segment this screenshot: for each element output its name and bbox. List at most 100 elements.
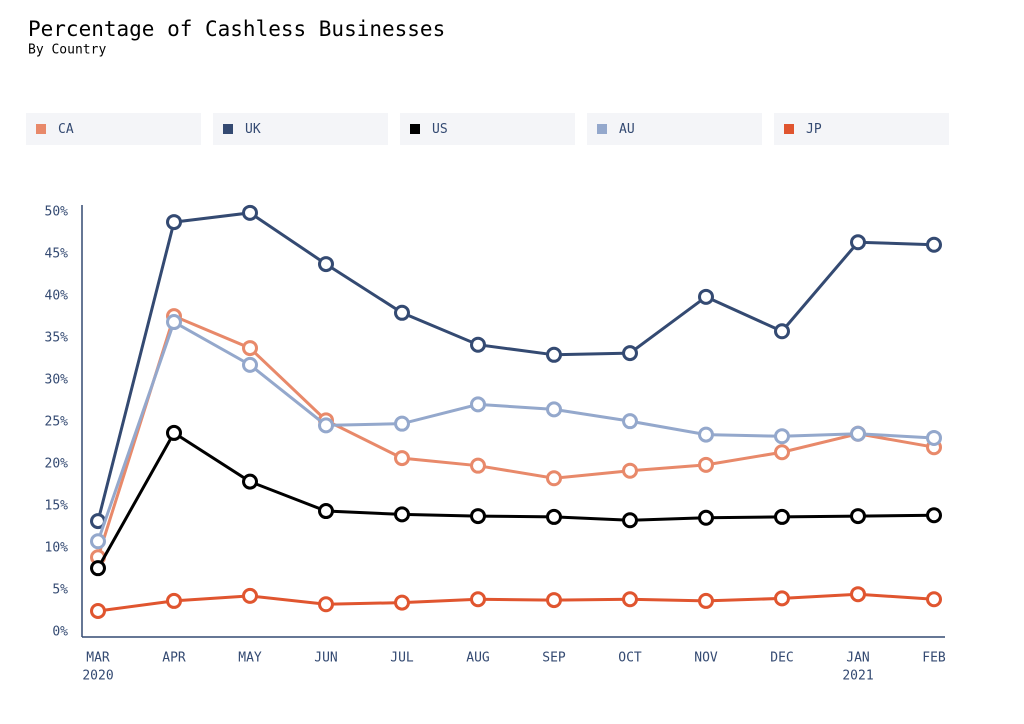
x-tick-label: OCT — [618, 651, 642, 666]
point — [622, 591, 638, 608]
legend-label: JP — [806, 122, 822, 137]
legend-label: AU — [619, 122, 635, 137]
point — [470, 591, 486, 608]
point — [622, 345, 638, 362]
legend-box — [213, 113, 388, 145]
y-tick-label: 50% — [45, 205, 69, 220]
x-tick-label: JUL — [390, 651, 414, 666]
x-tick-label: JUN — [314, 651, 337, 666]
point — [394, 450, 410, 467]
point — [850, 586, 866, 603]
point — [774, 428, 790, 445]
point — [926, 507, 942, 524]
y-tick-label: 10% — [45, 541, 69, 556]
point — [774, 590, 790, 607]
point — [546, 346, 562, 363]
x-tick-year: 2020 — [82, 669, 113, 684]
y-tick-label: 45% — [45, 247, 69, 262]
y-tick-label: 5% — [52, 583, 68, 598]
point — [850, 425, 866, 442]
point — [470, 396, 486, 413]
point — [622, 512, 638, 529]
point — [242, 473, 258, 490]
x-tick-label: APR — [162, 651, 186, 666]
point — [166, 214, 182, 231]
legend-label: CA — [58, 122, 74, 137]
y-tick-label: 30% — [45, 373, 69, 388]
point — [470, 508, 486, 525]
x-tick-label: DEC — [770, 651, 793, 666]
point — [926, 429, 942, 446]
legend-swatch — [36, 124, 46, 134]
point — [394, 506, 410, 523]
point — [166, 424, 182, 441]
point — [850, 234, 866, 251]
x-tick-label: AUG — [466, 651, 490, 666]
point — [394, 304, 410, 321]
x-tick-label: FEB — [922, 651, 946, 666]
point — [698, 592, 714, 609]
series-line — [97, 592, 935, 613]
legend-swatch — [597, 124, 607, 134]
point — [698, 509, 714, 526]
y-tick-label: 20% — [45, 457, 69, 472]
legend-swatch — [223, 124, 233, 134]
point — [90, 560, 106, 577]
point — [546, 592, 562, 609]
point — [698, 288, 714, 305]
x-tick-year: 2021 — [842, 669, 873, 684]
point — [622, 413, 638, 430]
chart-title: Percentage of Cashless Businesses — [28, 17, 445, 41]
series-line — [96, 314, 935, 558]
legend-box — [400, 113, 575, 145]
point — [318, 503, 334, 520]
y-tick-label: 15% — [45, 499, 69, 514]
series-line — [96, 211, 935, 522]
legend-box — [26, 113, 201, 145]
series-line — [96, 430, 935, 569]
series-line — [96, 319, 935, 542]
point — [318, 417, 334, 434]
point — [470, 336, 486, 353]
point — [242, 204, 258, 221]
point — [318, 596, 334, 613]
point — [774, 444, 790, 461]
point — [926, 591, 942, 608]
point — [166, 314, 182, 331]
point — [394, 415, 410, 432]
point — [166, 592, 182, 609]
legend-box — [774, 113, 949, 145]
point — [242, 356, 258, 373]
x-tick-label: JAN — [846, 651, 869, 666]
point — [470, 457, 486, 474]
point — [546, 470, 562, 487]
point — [850, 508, 866, 525]
legend-label: UK — [245, 122, 261, 137]
point — [318, 256, 334, 273]
legend-swatch — [784, 124, 794, 134]
point — [774, 508, 790, 525]
point — [698, 426, 714, 443]
x-tick-label: MAY — [238, 651, 262, 666]
y-tick-label: 0% — [52, 625, 68, 640]
point — [242, 340, 258, 357]
legend-swatch — [410, 124, 420, 134]
x-tick-label: MAR — [86, 651, 110, 666]
chart-subtitle: By Country — [28, 43, 106, 58]
point — [774, 323, 790, 340]
point — [698, 456, 714, 473]
point — [546, 508, 562, 525]
point — [546, 401, 562, 418]
point — [90, 603, 106, 619]
y-tick-label: 40% — [45, 289, 69, 304]
x-tick-label: NOV — [694, 651, 718, 666]
point — [242, 587, 258, 604]
y-tick-label: 35% — [45, 331, 69, 346]
y-tick-label: 25% — [45, 415, 69, 430]
x-tick-label: SEP — [542, 651, 566, 666]
point — [622, 462, 638, 479]
point — [926, 236, 942, 253]
point — [394, 594, 410, 611]
legend-label: US — [432, 122, 448, 137]
point — [90, 533, 106, 550]
